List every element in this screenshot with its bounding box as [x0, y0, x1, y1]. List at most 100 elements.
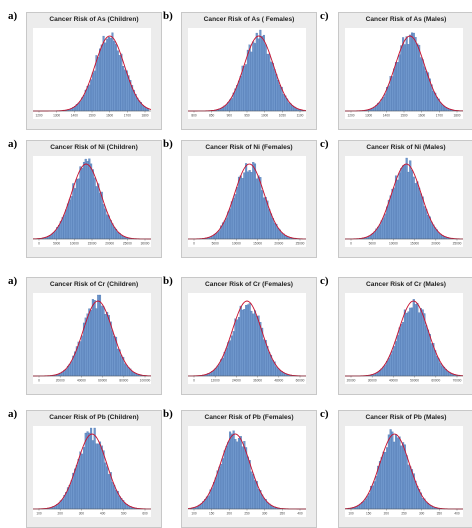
histogram-bar [71, 481, 73, 509]
histogram-bar [97, 184, 99, 239]
histogram-bar [261, 495, 263, 509]
histogram-bar [267, 346, 269, 376]
histogram-bar [377, 227, 379, 239]
histogram-bar [422, 59, 424, 111]
histogram-bar [72, 183, 74, 239]
histogram-bar [276, 367, 278, 377]
histogram-bar [381, 457, 383, 509]
histogram-bar [429, 334, 431, 376]
histogram-bar [254, 164, 256, 239]
histogram-bar [376, 476, 378, 509]
histogram-bar [254, 43, 256, 111]
histogram-bar [365, 499, 367, 509]
histogram-bar [251, 172, 253, 239]
histogram-bar [69, 364, 71, 376]
histogram-bar [408, 172, 410, 239]
histogram-bar [108, 474, 110, 509]
x-tick-label: 40000 [389, 379, 398, 383]
histogram-bar [236, 320, 238, 376]
histogram-bar [440, 103, 442, 111]
histogram-bar [119, 496, 121, 509]
x-tick-label: 1050 [279, 114, 286, 118]
histogram-bar [393, 69, 395, 111]
x-tick-label: 1200 [35, 114, 42, 118]
histogram-bar [411, 308, 413, 376]
x-tick-label: 400 [454, 512, 460, 516]
histogram-bar [74, 469, 76, 509]
histogram-bar [258, 489, 260, 509]
histogram-bar [415, 481, 417, 509]
x-tick-label: 10000 [232, 242, 241, 246]
histogram-bar [81, 98, 83, 111]
histogram-bar [431, 85, 433, 111]
x-tick-label: 30000 [368, 379, 377, 383]
histogram-bar [384, 365, 386, 376]
histogram-bar [103, 451, 105, 509]
histogram-bar [240, 76, 242, 111]
x-tick-label: 10000 [70, 242, 79, 246]
histogram-bar [274, 69, 276, 111]
histogram-bar [252, 474, 254, 509]
histogram-bar [229, 209, 231, 239]
histogram-bar [238, 81, 240, 111]
histogram-bar [400, 324, 402, 376]
histogram-bar [399, 55, 401, 111]
x-tick-label: 60000 [296, 379, 305, 383]
histogram-bar [245, 305, 247, 376]
panel-letter: a) [8, 10, 17, 22]
histogram-bar [71, 362, 73, 376]
histogram-bar [97, 295, 99, 376]
histogram-bar [96, 186, 98, 239]
histogram-bar [87, 314, 89, 376]
histogram-bar [409, 467, 411, 509]
histogram-bar [411, 33, 413, 111]
histogram-bar [247, 457, 249, 509]
histogram-bar [112, 33, 114, 111]
x-tick-label: 1800 [453, 114, 460, 118]
histogram-bar [92, 73, 94, 111]
histogram-bar [377, 466, 379, 509]
histogram-bar [113, 227, 115, 239]
x-tick-label: 10000 [389, 242, 398, 246]
x-tick-label: 200 [227, 512, 233, 516]
histogram-bar [124, 364, 126, 376]
histogram-bar [92, 299, 94, 376]
histogram-bar [425, 71, 427, 111]
histogram-bar [103, 204, 105, 239]
histogram-bar [106, 312, 108, 376]
x-tick-label: 60000 [98, 379, 107, 383]
histogram-bar [126, 365, 128, 376]
histogram-bar [110, 322, 112, 376]
histogram-bar [110, 220, 112, 239]
histogram-bar [413, 33, 415, 111]
histogram-bar [220, 464, 222, 509]
histogram-bar [249, 45, 251, 111]
histogram-bar [97, 444, 99, 509]
histogram-bar [402, 166, 404, 239]
histogram-bar [58, 503, 60, 509]
histogram-bar [436, 356, 438, 376]
chart-title: Cancer Risk of Cr (Children) [27, 281, 161, 288]
x-tick-label: 200 [58, 512, 64, 516]
histogram-bar [272, 218, 274, 239]
histogram-bar [96, 444, 98, 509]
histogram-bar [268, 352, 270, 376]
histogram-bar [58, 225, 60, 239]
histogram-bar [388, 358, 390, 376]
x-tick-label: 24000 [232, 379, 241, 383]
histogram-bar [367, 496, 369, 509]
histogram-bar [265, 340, 267, 376]
x-tick-label: 150 [366, 512, 372, 516]
panel-letter: b) [163, 10, 173, 22]
x-tick-label: 15000 [253, 242, 262, 246]
histogram-bar [415, 304, 417, 376]
histogram-bar [424, 206, 426, 239]
